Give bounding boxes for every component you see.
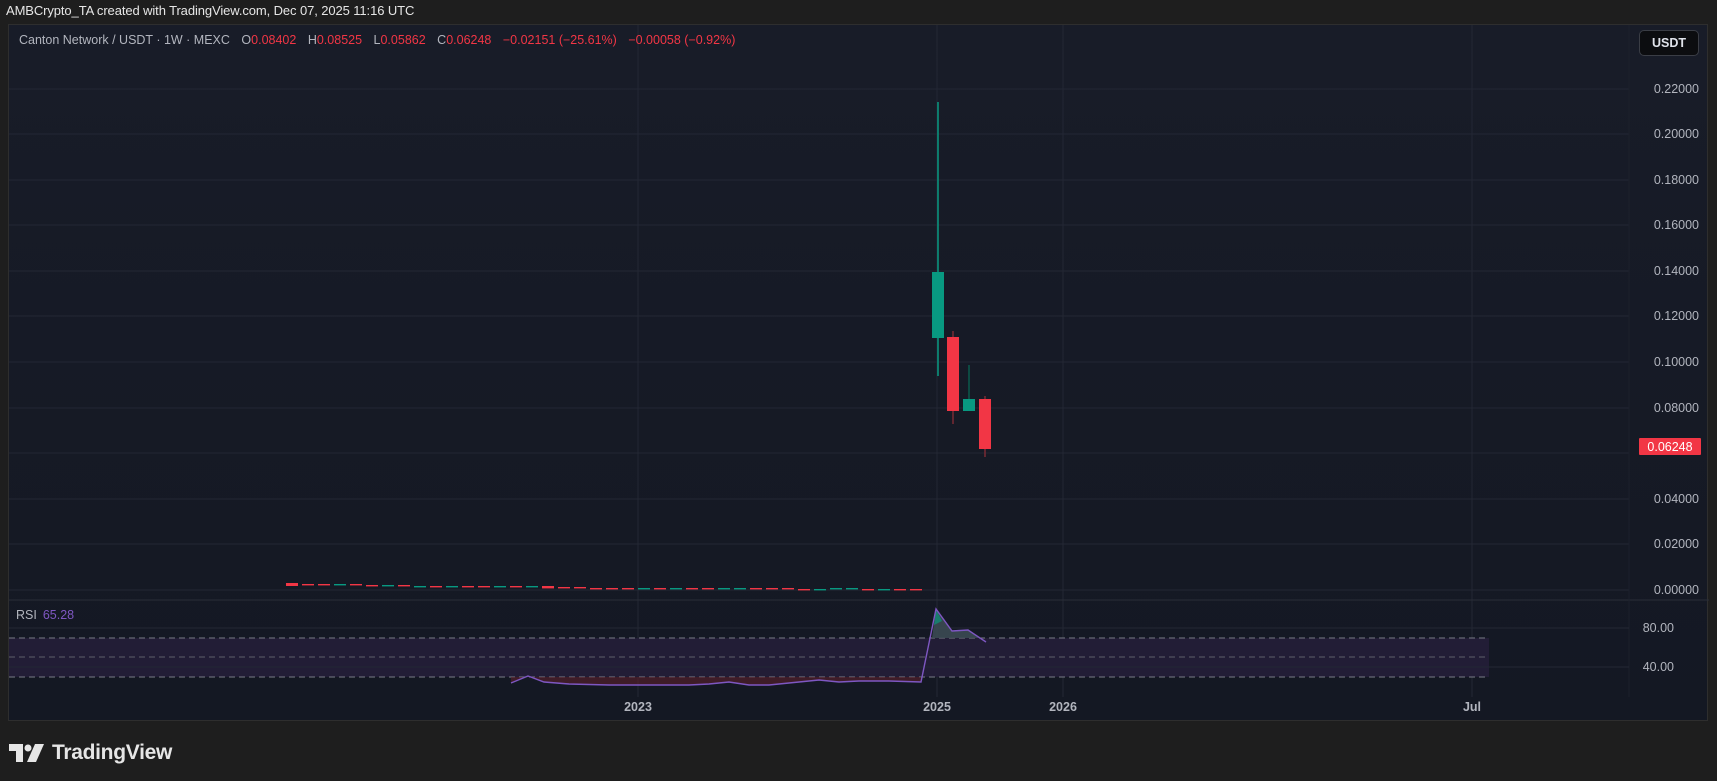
chart-frame[interactable]: 0.22000 0.20000 0.18000 0.16000 0.14000 … [8,24,1709,722]
svg-text:0.16000: 0.16000 [1654,218,1699,232]
svg-text:0.00000: 0.00000 [1654,583,1699,597]
tradingview-logo-text: TradingView [52,741,173,764]
svg-text:0.12000: 0.12000 [1654,309,1699,323]
svg-text:0.18000: 0.18000 [1654,173,1699,187]
tradingview-logo-icon [9,744,44,762]
symbol-title[interactable]: Canton Network / USDT · 1W · MEXC [19,33,230,47]
svg-text:80.00: 80.00 [1643,621,1674,635]
high-value: 0.08525 [316,33,363,47]
svg-text:40.00: 40.00 [1643,660,1674,674]
svg-text:0.14000: 0.14000 [1654,264,1699,278]
chart-credit: AMBCrypto_TA created with TradingView.co… [6,3,415,18]
svg-text:0.02000: 0.02000 [1654,537,1699,551]
last-price-label: 0.06248 [1647,440,1692,454]
change-value-2: −0.00058 (−0.92%) [628,33,736,47]
rsi-pane [9,607,1629,686]
rsi-title[interactable]: RSI [16,608,37,622]
chart-canvas[interactable]: 0.22000 0.20000 0.18000 0.16000 0.14000 … [9,25,1709,722]
svg-text:2026: 2026 [1049,700,1077,714]
currency-button[interactable]: USDT [1639,30,1699,56]
tradingview-logo[interactable]: TradingView [9,741,172,765]
early-candles [286,583,922,591]
open-value: 0.08402 [251,33,297,47]
svg-text:0.04000: 0.04000 [1654,492,1699,506]
svg-text:2025: 2025 [923,700,951,714]
svg-text:0.22000: 0.22000 [1654,82,1699,96]
svg-text:2023: 2023 [624,700,652,714]
rsi-value: 65.28 [42,608,75,622]
svg-text:0.20000: 0.20000 [1654,127,1699,141]
recent-candles [932,102,991,457]
rsi-legend: RSI 65.28 [16,608,74,622]
close-value: 0.06248 [446,33,492,47]
svg-text:Jul: Jul [1463,700,1481,714]
svg-text:0.10000: 0.10000 [1654,355,1699,369]
svg-text:0.08000: 0.08000 [1654,401,1699,415]
ohlc-legend: Canton Network / USDT · 1W · MEXC O0.084… [19,33,736,47]
low-value: 0.05862 [380,33,426,47]
change-value: −0.02151 (−25.61%) [502,33,617,47]
